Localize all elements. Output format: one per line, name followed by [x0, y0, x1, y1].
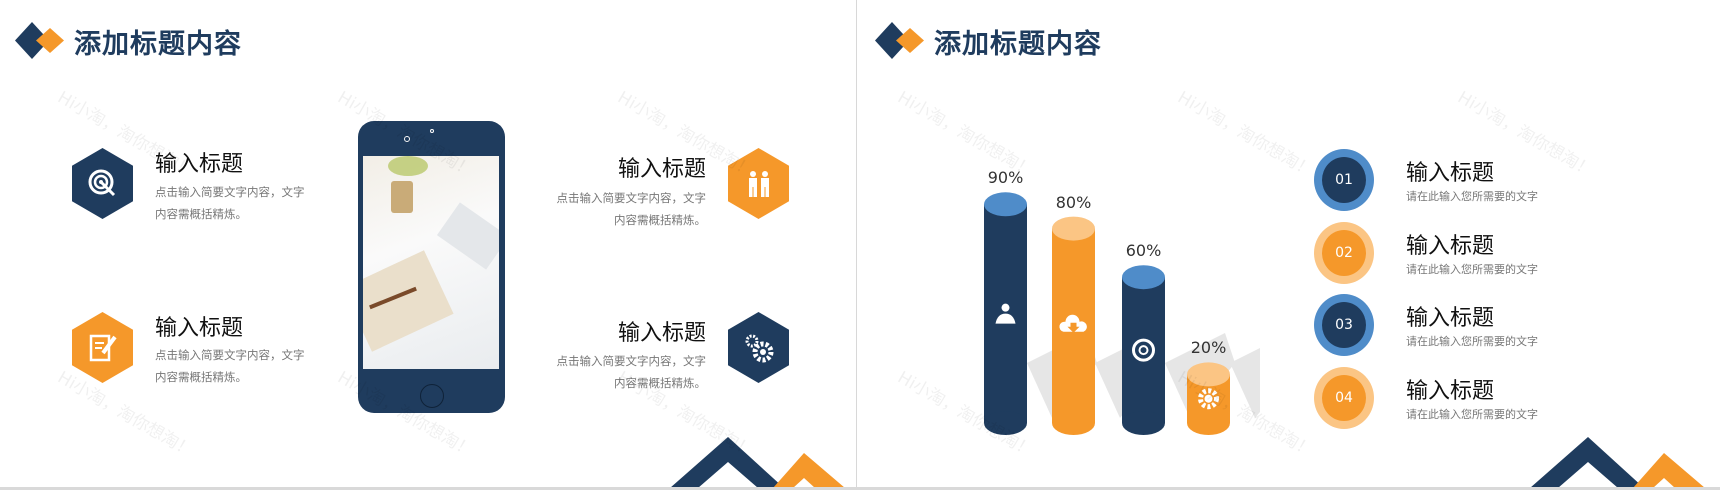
step-badge: 03: [1314, 294, 1374, 356]
item-title: 输入标题: [1406, 306, 1495, 331]
item-title: 输入标题: [617, 321, 706, 346]
logo-diamonds-icon: [15, 22, 64, 59]
item-desc: 请在此输入您所需要的文字: [1406, 190, 1538, 203]
item-title: 输入标题: [155, 152, 244, 177]
logo-diamonds-icon: [875, 22, 924, 59]
bar-value-label: 80%: [1055, 192, 1092, 212]
bar-base: [1187, 411, 1230, 435]
bar-cap: [1122, 265, 1165, 290]
bar-cap: [984, 192, 1027, 217]
person-icon: [995, 303, 1016, 324]
sensor-icon: [430, 129, 434, 133]
lifebuoy-icon: [1132, 338, 1155, 362]
item-desc: 请在此输入您所需要的文字: [1406, 408, 1538, 421]
item-desc: 请在此输入您所需要的文字: [1406, 263, 1538, 276]
step-number: 03: [1322, 302, 1366, 348]
bottom-border: [0, 487, 1720, 490]
bar-cap: [1052, 216, 1095, 241]
cylinder-bar-chart: [984, 192, 1260, 435]
slide-1: 添加标题内容 输入标题 点击输入简要文字内容，文字 内容需概括精炼。 输入标题 点…: [0, 0, 857, 488]
slide-title: 添加标题内容: [74, 29, 242, 60]
item-title: 输入标题: [1406, 379, 1495, 404]
item-desc: 点击输入简要文字内容，文字 内容需概括精炼。: [556, 354, 707, 390]
camera-icon: [404, 136, 410, 142]
slide-title: 添加标题内容: [934, 29, 1102, 60]
gears-icon: [728, 312, 789, 383]
phone-mockup: [358, 121, 505, 413]
team-icon: [728, 148, 789, 219]
item-desc: 请在此输入您所需要的文字: [1406, 335, 1538, 348]
bar: [1122, 277, 1165, 423]
bar-value-label: 60%: [1125, 241, 1162, 261]
item-desc: 点击输入简要文字内容，文字 内容需概括精炼。: [155, 348, 305, 384]
step-badge: 01: [1314, 149, 1374, 211]
phone-screen-photo: [363, 156, 499, 369]
item-title: 输入标题: [1406, 234, 1495, 259]
cloud-download-icon: [1059, 314, 1087, 333]
step-badge: 02: [1314, 222, 1374, 284]
item-desc: 点击输入简要文字内容，文字 内容需概括精炼。: [556, 191, 707, 227]
item-title: 输入标题: [617, 157, 706, 182]
bar-base: [1052, 411, 1095, 435]
mountain-decoration-icon: [670, 437, 845, 488]
home-button: [420, 384, 444, 408]
step-number: 02: [1322, 230, 1366, 276]
bar-shadow: [1230, 348, 1260, 418]
bar-value-label: 20%: [1190, 338, 1227, 358]
bar-value-label: 90%: [987, 168, 1024, 188]
bar-cap: [1187, 362, 1230, 387]
step-badge: 04: [1314, 367, 1374, 429]
step-number: 01: [1322, 157, 1366, 203]
step-number: 04: [1322, 375, 1366, 421]
document-pen-icon: [72, 312, 133, 383]
bar-base: [984, 411, 1027, 435]
item-title: 输入标题: [155, 316, 244, 341]
gear-icon: [1198, 388, 1219, 410]
mountain-decoration-icon: [1530, 437, 1705, 488]
bar-base: [1122, 411, 1165, 435]
item-desc: 点击输入简要文字内容，文字 内容需概括精炼。: [155, 185, 305, 221]
item-title: 输入标题: [1406, 161, 1495, 186]
slide-2: 添加标题内容 90% 80% 60% 20% 01 输入标题 请在此输入您所需要的文字…: [860, 0, 1720, 488]
